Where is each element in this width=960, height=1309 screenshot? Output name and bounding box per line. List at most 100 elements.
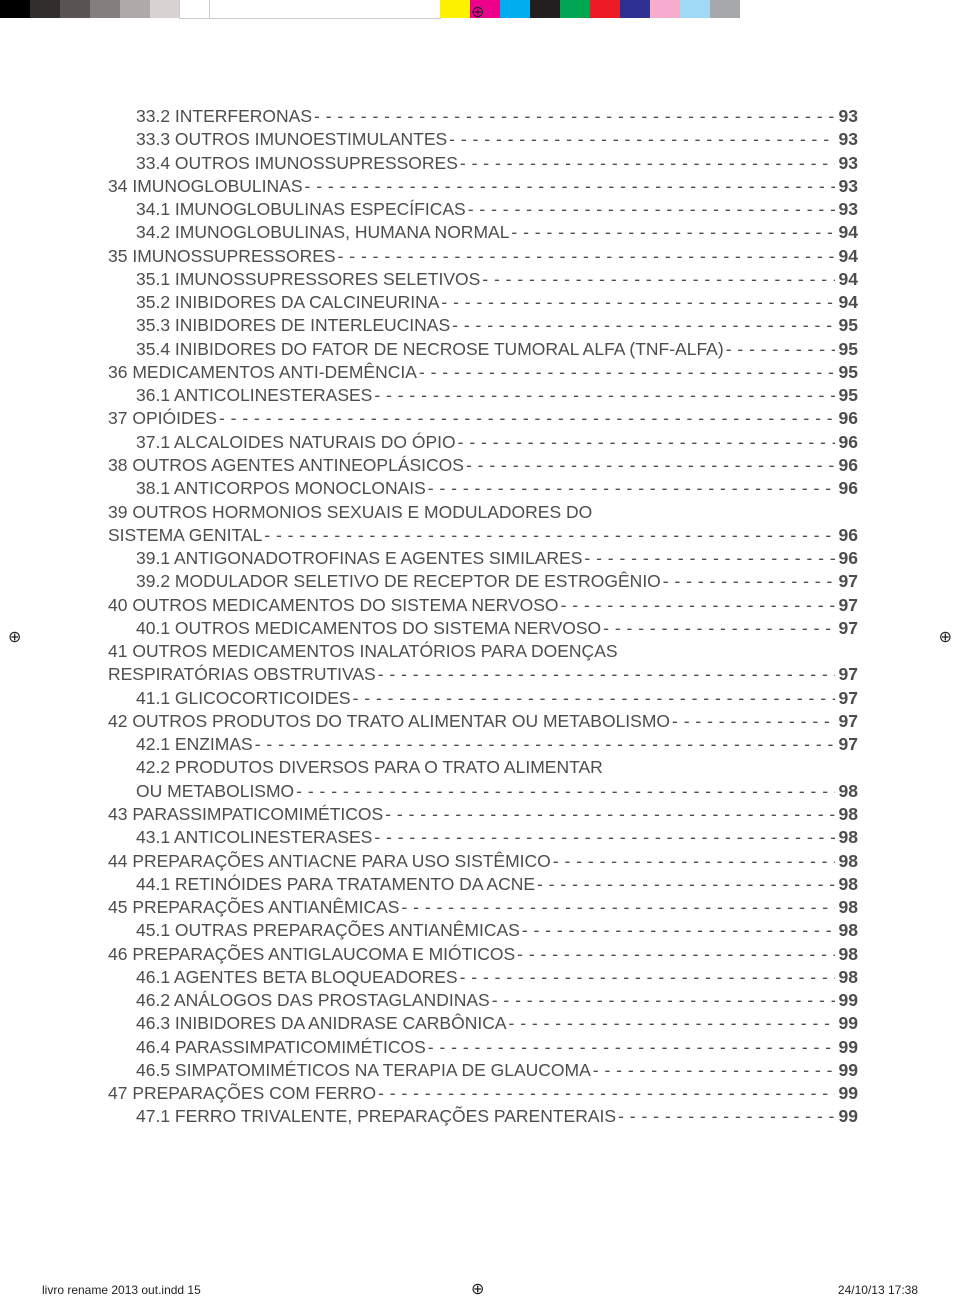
toc-entry: 46.4 PARASSIMPATICOMIMÉTICOS - - - - - -… (108, 1036, 858, 1059)
toc-page-number: 99 (835, 1105, 858, 1128)
toc-entry: 34 IMUNOGLOBULINAS - - - - - - - - - - -… (108, 175, 858, 198)
toc-entry: 37.1 ALCALOIDES NATURAIS DO ÓPIO - - - -… (108, 431, 858, 454)
toc-leader: - - - - - - - - - - - - - - - - - - - - … (535, 873, 834, 896)
toc-entry: 37 OPIÓIDES - - - - - - - - - - - - - - … (108, 407, 858, 430)
toc-page-number: 94 (835, 291, 858, 314)
toc-label: 40.1 OUTROS MEDICAMENTOS DO SISTEMA NERV… (136, 617, 601, 640)
toc-leader: - - - - - - - - - - - - - - - - - - - - … (294, 780, 834, 803)
color-swatch (150, 0, 180, 18)
toc-label: SISTEMA GENITAL (108, 524, 262, 547)
toc-leader: - - - - - - - - - - - - - - - - - - - - … (399, 896, 834, 919)
toc-label: 34.2 IMUNOGLOBULINAS, HUMANA NORMAL (136, 221, 509, 244)
toc-entry: 46.5 SIMPATOMIMÉTICOS NA TERAPIA DE GLAU… (108, 1059, 858, 1082)
toc-label: 38.1 ANTICORPOS MONOCLONAIS (136, 477, 426, 500)
toc-entry: 40.1 OUTROS MEDICAMENTOS DO SISTEMA NERV… (108, 617, 858, 640)
toc-label: 33.4 OUTROS IMUNOSSUPRESSORES (136, 152, 458, 175)
toc-label: 46.1 AGENTES BETA BLOQUEADORES (136, 966, 458, 989)
footer-timestamp: 24/10/13 17:38 (838, 1283, 918, 1297)
toc-page-number: 99 (835, 1059, 858, 1082)
toc-label: 38 OUTROS AGENTES ANTINEOPLÁSICOS (108, 454, 464, 477)
toc-entry: RESPIRATÓRIAS OBSTRUTIVAS - - - - - - - … (108, 663, 858, 686)
toc-page-number: 98 (835, 943, 858, 966)
toc-page-number: 93 (835, 198, 858, 221)
registration-mark-right: ⊕ (939, 627, 952, 647)
color-swatch (210, 0, 440, 18)
toc-page-number: 99 (835, 1036, 858, 1059)
toc-entry: 34.2 IMUNOGLOBULINAS, HUMANA NORMAL - - … (108, 221, 858, 244)
toc-label: 39.1 ANTIGONADOTROFINAS E AGENTES SIMILA… (136, 547, 582, 570)
toc-entry: 44 PREPARAÇÕES ANTIACNE PARA USO SISTÊMI… (108, 850, 858, 873)
toc-label: 35.3 INIBIDORES DE INTERLEUCINAS (136, 314, 450, 337)
toc-entry: 43.1 ANTICOLINESTERASES - - - - - - - - … (108, 826, 858, 849)
toc-label: 34.1 IMUNOGLOBULINAS ESPECÍFICAS (136, 198, 466, 221)
toc-page-number: 96 (835, 431, 858, 454)
toc-entry: 33.4 OUTROS IMUNOSSUPRESSORES - - - - - … (108, 152, 858, 175)
toc-page-number: 97 (835, 663, 858, 686)
color-swatch (530, 0, 560, 18)
footer-filename: livro rename 2013 out.indd 15 (42, 1283, 201, 1297)
toc-entry: 39 OUTROS HORMONIOS SEXUAIS E MODULADORE… (108, 501, 858, 524)
table-of-contents: 33.2 INTERFERONAS - - - - - - - - - - - … (108, 105, 858, 1129)
toc-leader: - - - - - - - - - - - - - - - - - - - - … (456, 431, 835, 454)
toc-entry: 36 MEDICAMENTOS ANTI-DEMÊNCIA - - - - - … (108, 361, 858, 384)
toc-label: 42 OUTROS PRODUTOS DO TRATO ALIMENTAR OU… (108, 710, 670, 733)
toc-leader: - - - - - - - - - - - - - - - - - - - - … (376, 1082, 834, 1105)
toc-leader: - - - - - - - - - - - - - - - - - - - - … (217, 407, 835, 430)
color-swatch (90, 0, 120, 18)
toc-entry: 42 OUTROS PRODUTOS DO TRATO ALIMENTAR OU… (108, 710, 858, 733)
toc-label: 44.1 RETINÓIDES PARA TRATAMENTO DA ACNE (136, 873, 535, 896)
toc-page-number: 97 (835, 710, 858, 733)
toc-entry: 42.2 PRODUTOS DIVERSOS PARA O TRATO ALIM… (108, 756, 858, 779)
toc-label: 44 PREPARAÇÕES ANTIACNE PARA USO SISTÊMI… (108, 850, 551, 873)
toc-leader: - - - - - - - - - - - - - - - - - - - - … (582, 547, 834, 570)
toc-page-number: 96 (835, 547, 858, 570)
toc-entry: 33.2 INTERFERONAS - - - - - - - - - - - … (108, 105, 858, 128)
toc-label: 40 OUTROS MEDICAMENTOS DO SISTEMA NERVOS… (108, 594, 559, 617)
toc-leader: - - - - - - - - - - - - - - - - - - - - … (372, 384, 834, 407)
toc-entry: 39.2 MODULADOR SELETIVO DE RECEPTOR DE E… (108, 570, 858, 593)
toc-leader: - - - - - - - - - - - - - - - - - - - - … (490, 989, 835, 1012)
toc-entry: 38.1 ANTICORPOS MONOCLONAIS - - - - - - … (108, 477, 858, 500)
toc-page-number: 95 (835, 384, 858, 407)
toc-label: 46.2 ANÁLOGOS DAS PROSTAGLANDINAS (136, 989, 490, 1012)
toc-page-number: 93 (835, 105, 858, 128)
toc-page-number: 98 (835, 896, 858, 919)
toc-entry: 35.2 INIBIDORES DA CALCINEURINA - - - - … (108, 291, 858, 314)
toc-label: RESPIRATÓRIAS OBSTRUTIVAS (108, 663, 376, 686)
color-swatch (710, 0, 740, 18)
toc-label: 47 PREPARAÇÕES COM FERRO (108, 1082, 376, 1105)
toc-label: 46.5 SIMPATOMIMÉTICOS NA TERAPIA DE GLAU… (136, 1059, 591, 1082)
toc-entry: 46.1 AGENTES BETA BLOQUEADORES - - - - -… (108, 966, 858, 989)
toc-page-number: 97 (835, 594, 858, 617)
registration-mark-top: ⊕ (471, 2, 484, 22)
toc-page-number: 98 (835, 919, 858, 942)
toc-label: 35.1 IMUNOSSUPRESSORES SELETIVOS (136, 268, 480, 291)
toc-label: 33.3 OUTROS IMUNOESTIMULANTES (136, 128, 447, 151)
toc-label: 43.1 ANTICOLINESTERASES (136, 826, 372, 849)
toc-leader: - - - - - - - - - - - - - - - - - - - - … (670, 710, 834, 733)
toc-entry: 45.1 OUTRAS PREPARAÇÕES ANTIANÊMICAS - -… (108, 919, 858, 942)
toc-entry: 42.1 ENZIMAS - - - - - - - - - - - - - -… (108, 733, 858, 756)
toc-leader: - - - - - - - - - - - - - - - - - - - - … (439, 291, 834, 314)
registration-mark-left: ⊕ (8, 627, 21, 647)
toc-entry: 46 PREPARAÇÕES ANTIGLAUCOMA E MIÓTICOS -… (108, 943, 858, 966)
toc-leader: - - - - - - - - - - - - - - - - - - - - … (383, 803, 834, 826)
toc-leader: - - - - - - - - - - - - - - - - - - - - … (724, 338, 835, 361)
toc-label: 35 IMUNOSSUPRESSORES (108, 245, 336, 268)
toc-leader: - - - - - - - - - - - - - - - - - - - - … (447, 128, 834, 151)
toc-leader: - - - - - - - - - - - - - - - - - - - - … (520, 919, 835, 942)
toc-page-number: 99 (835, 1012, 858, 1035)
toc-leader: - - - - - - - - - - - - - - - - - - - - … (559, 594, 835, 617)
toc-label: 39 OUTROS HORMONIOS SEXUAIS E MODULADORE… (108, 501, 592, 524)
toc-page-number: 98 (835, 850, 858, 873)
toc-label: 45.1 OUTRAS PREPARAÇÕES ANTIANÊMICAS (136, 919, 520, 942)
toc-entry: 46.3 INIBIDORES DA ANIDRASE CARBÔNICA - … (108, 1012, 858, 1035)
toc-label: 41.1 GLICOCORTICOIDES (136, 687, 351, 710)
toc-page-number: 96 (835, 477, 858, 500)
toc-label: 36.1 ANTICOLINESTERASES (136, 384, 372, 407)
color-swatch (650, 0, 680, 18)
toc-leader: - - - - - - - - - - - - - - - - - - - - … (464, 454, 835, 477)
toc-leader: - - - - - - - - - - - - - - - - - - - - … (616, 1105, 834, 1128)
toc-entry: 47.1 FERRO TRIVALENTE, PREPARAÇÕES PAREN… (108, 1105, 858, 1128)
toc-page-number: 94 (835, 245, 858, 268)
